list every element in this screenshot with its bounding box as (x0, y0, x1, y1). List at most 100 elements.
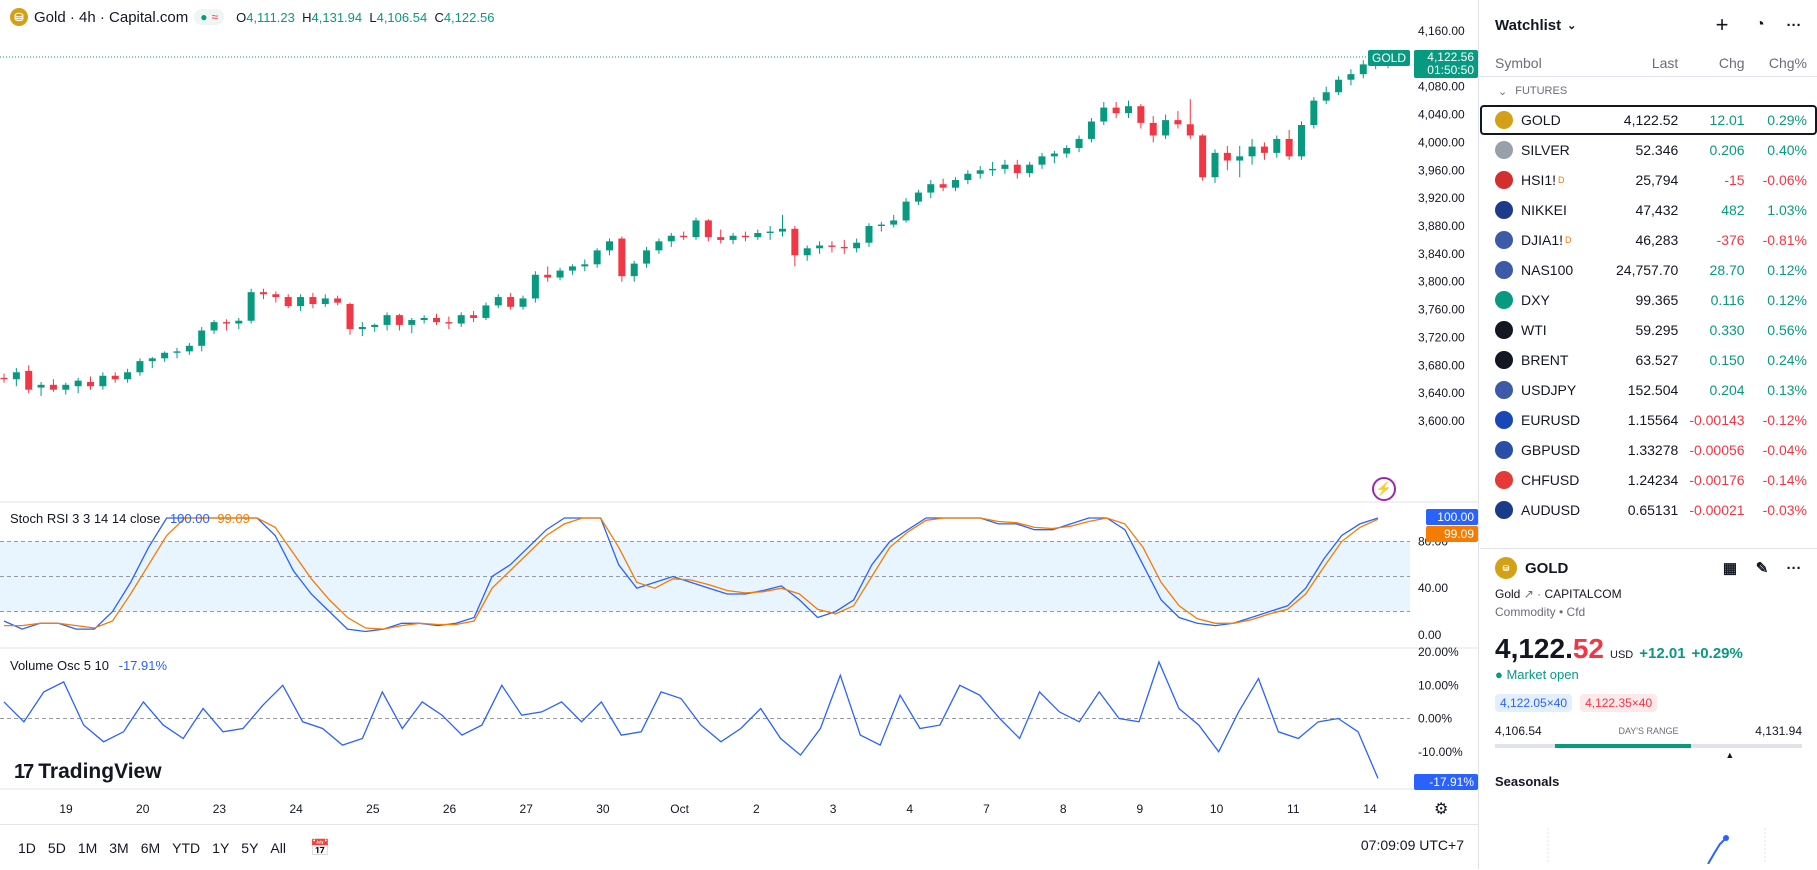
range-5d[interactable]: 5D (47, 839, 66, 856)
chevron-down-icon[interactable]: ⌄ (1567, 19, 1577, 32)
row-chg: -376 (1716, 232, 1745, 248)
range-1d[interactable]: 1D (18, 839, 36, 856)
section-futures[interactable]: ⌄ FUTURES (1498, 85, 1568, 98)
candle (247, 292, 255, 321)
chart-panel[interactable]: ⛁ Gold · 4h · Capital.com ● ≈ O4,111.23 H… (0, 0, 1479, 869)
seasonals-chart[interactable] (1480, 824, 1817, 864)
range-all[interactable]: All (270, 839, 286, 856)
more-icon[interactable]: ··· (1786, 16, 1802, 34)
col-chg-pct[interactable]: Chg% (1768, 55, 1807, 71)
candle (433, 317, 440, 323)
market-status-pill[interactable]: ● ≈ (194, 9, 225, 25)
watchlist-row-eurusd[interactable]: EURUSD 1.15564 -0.00143 -0.12% (1480, 405, 1817, 435)
candle (25, 370, 33, 390)
col-last[interactable]: Last (1651, 55, 1679, 71)
row-chg: 28.70 (1709, 262, 1745, 278)
candle (519, 298, 527, 307)
clock[interactable]: 07:09:09 UTC+7 (1360, 837, 1464, 853)
range-3m[interactable]: 3M (109, 839, 129, 856)
row-chg: -0.00176 (1689, 472, 1745, 488)
watchlist-row-hsi1[interactable]: HSI1! D 25,794 -15 -0.06% (1480, 165, 1817, 195)
candle (1359, 64, 1367, 75)
candle (185, 345, 193, 352)
watchlist-row-usdjpy[interactable]: USDJPY 152.504 0.204 0.13% (1480, 375, 1817, 405)
day-range-marker: ▲ (1725, 750, 1735, 760)
date-range-icon[interactable]: 📅 (309, 839, 330, 857)
candle (0, 377, 8, 380)
candle (1211, 152, 1219, 178)
last-price-tag: 4,122.56 01:50:50 (1414, 50, 1478, 78)
watchlist-row-gbpusd[interactable]: GBPUSD 1.33278 -0.00056 -0.04% (1480, 435, 1817, 465)
watchlist-row-dxy[interactable]: DXY 99.365 0.116 0.12% (1480, 285, 1817, 315)
col-chg[interactable]: Chg (1718, 55, 1745, 71)
price-tick-label: 3,600.00 (1418, 414, 1465, 428)
price-chart[interactable]: 4,160.004,120.004,080.004,040.004,000.00… (0, 0, 1478, 824)
row-last: 1.24234 (1627, 472, 1679, 488)
volume-osc-line (3, 660, 1379, 779)
symbol-details: ⛁ GOLD ▦ ✎ ··· Gold ↗ · CAPITALCOM Commo… (1480, 548, 1817, 864)
watchlist-row-nas100[interactable]: NAS100 24,757.70 28.70 0.12% (1480, 255, 1817, 285)
external-link-icon[interactable]: ↗ (1523, 587, 1534, 601)
row-symbol: BRENT (1495, 351, 1600, 369)
rsi-tick-label: 0.00 (1418, 628, 1442, 642)
row-symbol: EURUSD (1495, 411, 1600, 429)
range-1m[interactable]: 1M (77, 839, 98, 856)
details-category: Commodity • Cfd (1495, 605, 1586, 619)
more-icon[interactable]: ··· (1786, 559, 1802, 577)
range-6m[interactable]: 6M (140, 839, 161, 856)
stoch-rsi-legend[interactable]: Stoch RSI 3 3 14 14 close 100.00 99.09 (10, 511, 250, 526)
symbol-title[interactable]: Gold · 4h · Capital.com (34, 8, 189, 26)
candle (630, 263, 638, 277)
settings-gear-icon[interactable]: ⚙ (1434, 801, 1449, 818)
watchlist-row-nikkei[interactable]: NIKKEI 47,432 482 1.03% (1480, 195, 1817, 225)
watchlist-header: Watchlist ⌄ + ◔ ··· (1480, 0, 1817, 50)
price-tick-label: 3,960.00 (1418, 163, 1465, 177)
candle (284, 297, 292, 307)
watchlist-row-brent[interactable]: BRENT 63.527 0.150 0.24% (1480, 345, 1817, 375)
grid-layout-icon[interactable]: ▦ (1722, 560, 1738, 577)
volume-osc-legend[interactable]: Volume Osc 5 10 -17.91% (10, 658, 168, 673)
range-ytd[interactable]: YTD (172, 839, 201, 856)
watchlist-row-djia1[interactable]: DJIA1! D 46,283 -376 -0.81% (1480, 225, 1817, 255)
candle (1026, 164, 1034, 174)
bottom-toolbar: 1D 5D 1M 3M 6M YTD 1Y 5Y All 📅 07:09:09 UTC+7 (0, 824, 1478, 870)
candle (161, 352, 169, 359)
candle (272, 294, 280, 298)
pie-chart-icon[interactable]: ◔ (1755, 16, 1765, 33)
candle (334, 298, 342, 303)
rsi-d-line (4, 517, 1379, 630)
us-flag-icon (1495, 261, 1513, 279)
row-chg: 0.204 (1709, 382, 1745, 398)
time-tick-label: Oct (670, 802, 689, 816)
row-last: 4,122.52 (1623, 112, 1679, 128)
row-last: 99.365 (1635, 292, 1679, 308)
range-1y[interactable]: 1Y (212, 839, 230, 856)
watchlist-row-audusd[interactable]: AUDUSD 0.65131 -0.00021 -0.03% (1480, 495, 1817, 525)
edit-icon[interactable]: ✎ (1755, 560, 1769, 577)
candle (1285, 138, 1293, 157)
col-symbol[interactable]: Symbol (1495, 55, 1542, 71)
add-symbol-icon[interactable]: + (1715, 12, 1729, 37)
range-5y[interactable]: 5Y (241, 839, 259, 856)
watchlist-row-wti[interactable]: WTI 59.295 0.330 0.56% (1480, 315, 1817, 345)
candle (395, 315, 403, 325)
row-chg-pct: -0.12% (1762, 412, 1807, 428)
price-tick-label: 4,040.00 (1418, 108, 1465, 122)
watchlist-row-gold[interactable]: GOLD 4,122.52 12.01 0.29% (1480, 105, 1817, 135)
candle (606, 241, 613, 251)
time-tick-label: 10 (1210, 802, 1224, 816)
row-symbol: NAS100 (1495, 261, 1600, 279)
row-chg-pct: -0.04% (1762, 442, 1807, 458)
row-chg-pct: -0.14% (1762, 472, 1807, 488)
row-symbol: AUDUSD (1495, 501, 1600, 519)
time-tick-label: 9 (1137, 802, 1144, 816)
seasonals-title[interactable]: Seasonals (1495, 774, 1560, 789)
watchlist-title[interactable]: Watchlist (1495, 16, 1562, 34)
lightning-icon[interactable]: ⚡ (1372, 477, 1396, 501)
watchlist-row-chfusd[interactable]: CHFUSD 1.24234 -0.00176 -0.14% (1480, 465, 1817, 495)
row-chg: 0.206 (1709, 142, 1745, 158)
candle (87, 382, 94, 387)
candle (1310, 100, 1318, 125)
candle (704, 220, 712, 238)
watchlist-row-silver[interactable]: SILVER 52.346 0.206 0.40% (1480, 135, 1817, 165)
